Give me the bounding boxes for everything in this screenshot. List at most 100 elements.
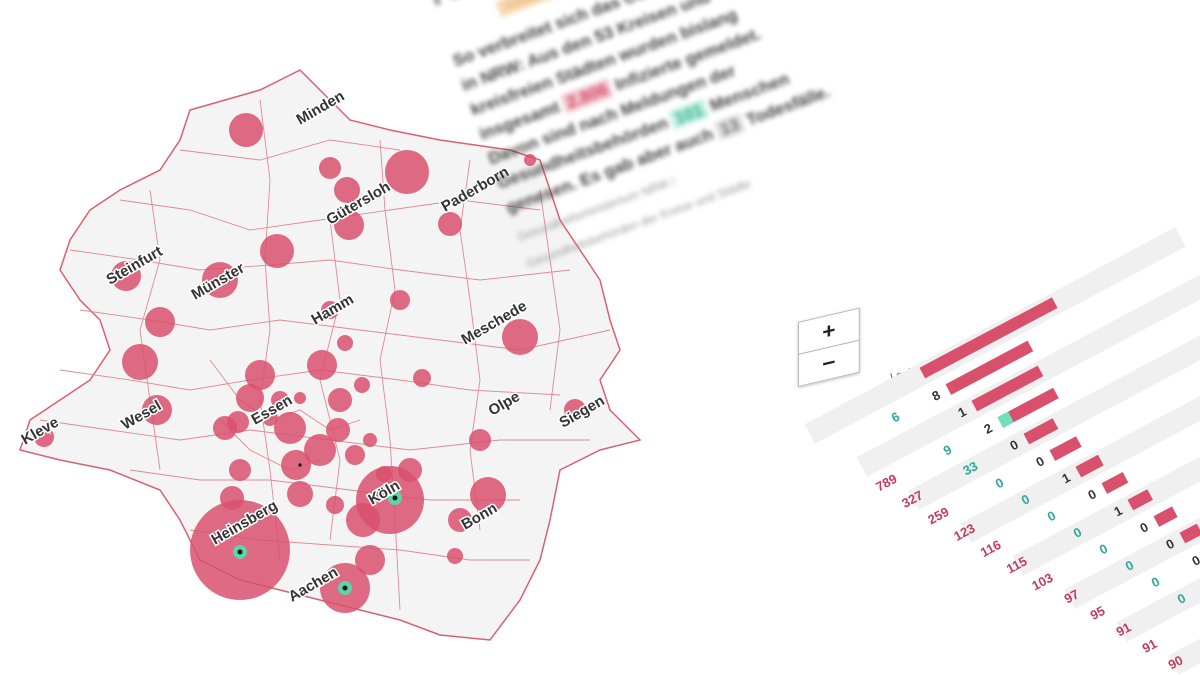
death-dot	[298, 463, 302, 467]
infected-bar	[1179, 523, 1200, 544]
infection-bubble-43[interactable]	[346, 503, 380, 537]
recovered-bubble-dot-2	[342, 585, 348, 591]
infection-bubble-27[interactable]	[328, 388, 352, 412]
infection-bubble-20[interactable]	[142, 395, 172, 425]
infection-bubble-9[interactable]	[202, 262, 238, 298]
infection-bubbles	[34, 113, 586, 613]
infection-bubble-16[interactable]	[337, 335, 353, 351]
infection-bubble-29[interactable]	[326, 418, 350, 442]
infection-bubble-30[interactable]	[363, 433, 377, 447]
recovered-cell: 0	[993, 475, 1006, 492]
infection-bubble-31[interactable]	[345, 445, 365, 465]
table-row-stripe	[960, 326, 1200, 543]
infection-bubble-50[interactable]	[326, 496, 344, 514]
infection-bubble-18[interactable]	[354, 377, 370, 393]
infected-bar	[1049, 436, 1082, 461]
infection-bubble-3[interactable]	[334, 177, 360, 203]
infection-bubble-48[interactable]	[34, 427, 54, 447]
infected-cell: 90	[1166, 652, 1186, 672]
infection-bubble-1[interactable]	[319, 157, 341, 179]
infected-bar	[1153, 506, 1178, 527]
infection-bubble-33[interactable]	[281, 450, 311, 480]
infection-bubble-34[interactable]	[229, 459, 251, 481]
deaths-cell: 8	[929, 387, 942, 404]
table-row[interactable]: 9100	[1140, 572, 1200, 656]
recovered-cell: 33	[960, 458, 980, 478]
table-row[interactable]: 9000	[1165, 458, 1200, 675]
table-row[interactable]: 1	[856, 260, 1200, 477]
infection-bubble-15[interactable]	[307, 350, 337, 380]
infected-cell: 91	[1140, 636, 1160, 656]
table-rows: 6817899232733025900123011160011501103009…	[804, 227, 1200, 675]
infected-bar	[919, 297, 1058, 379]
infection-bubble-6[interactable]	[524, 154, 536, 166]
infection-bubble-38[interactable]	[287, 481, 313, 507]
infected-cell: 789	[873, 471, 899, 494]
infected-cell: 91	[1114, 619, 1134, 639]
recovered-bar	[997, 411, 1014, 428]
deaths-cell: 0	[1085, 486, 1098, 503]
table-row[interactable]: 91 0 0	[1113, 425, 1200, 644]
infection-bubble-8[interactable]	[111, 261, 141, 291]
infection-bubble-32[interactable]	[304, 434, 336, 466]
infection-bubble-14[interactable]	[245, 360, 275, 390]
infected-cell: 116	[978, 537, 1004, 560]
infection-bubble-40[interactable]	[470, 477, 506, 513]
infection-bubble-0[interactable]	[229, 113, 263, 147]
infection-bubble-22[interactable]	[271, 391, 289, 409]
recovered-cell: 0	[1097, 541, 1110, 558]
infection-bubble-12[interactable]	[145, 307, 175, 337]
infection-bubble-4[interactable]	[334, 210, 364, 240]
table-row-stripe	[1064, 392, 1200, 609]
infection-bubble-23[interactable]	[294, 392, 306, 404]
table-row[interactable]: 97 0 0	[1061, 392, 1200, 611]
deaths-cell: 0	[1033, 453, 1046, 470]
infection-bubble-17[interactable]	[413, 369, 431, 387]
recovered-bubble-dot-1	[237, 549, 243, 555]
infection-bubble-45[interactable]	[355, 545, 385, 575]
infected-bar	[1023, 418, 1059, 445]
infection-bubble-35[interactable]	[469, 429, 491, 451]
infection-bubble-28[interactable]	[274, 412, 306, 444]
infection-bubble-26[interactable]	[262, 410, 278, 426]
infection-bubble-25[interactable]	[213, 416, 237, 440]
recovered-cell: 0	[1149, 574, 1162, 591]
deaths-cell: 0	[1137, 519, 1150, 536]
infection-bubble-49[interactable]	[564, 399, 586, 421]
deaths-cell: 2	[981, 420, 994, 437]
recovered-bubble-dot-0	[392, 495, 398, 501]
table-row-stripe	[856, 260, 1200, 477]
infected-cell: 95	[1088, 603, 1108, 623]
deaths-cell: 0	[1189, 552, 1200, 569]
recovered-cell: 6	[889, 409, 902, 426]
infection-bubble-13[interactable]	[122, 344, 158, 380]
infected-bar	[1127, 489, 1153, 511]
infected-cell: 259	[925, 504, 951, 527]
table-row-stripe	[1012, 359, 1200, 576]
infection-bubble-41[interactable]	[448, 508, 472, 532]
recovered-cell: 9	[941, 442, 954, 459]
infection-bubble-47[interactable]	[447, 548, 463, 564]
infection-bubble-19[interactable]	[502, 319, 538, 355]
infected-bar	[1075, 454, 1104, 478]
infected-bar	[1101, 472, 1129, 494]
table-row-stripe	[908, 293, 1200, 510]
table-row[interactable]	[804, 227, 1186, 444]
infection-bubble-11[interactable]	[390, 290, 410, 310]
infection-bubble-7[interactable]	[260, 234, 294, 268]
infected-cell: 103	[1029, 570, 1055, 593]
recovered-cell: 0	[1045, 508, 1058, 525]
infected-bar	[945, 340, 1034, 395]
infected-bar	[997, 387, 1059, 428]
infection-bubble-21[interactable]	[236, 384, 264, 412]
infection-bubble-2[interactable]	[385, 150, 429, 194]
infected-bar	[971, 365, 1044, 412]
infection-bubble-10[interactable]	[321, 301, 339, 319]
infection-bubble-5[interactable]	[438, 212, 462, 236]
